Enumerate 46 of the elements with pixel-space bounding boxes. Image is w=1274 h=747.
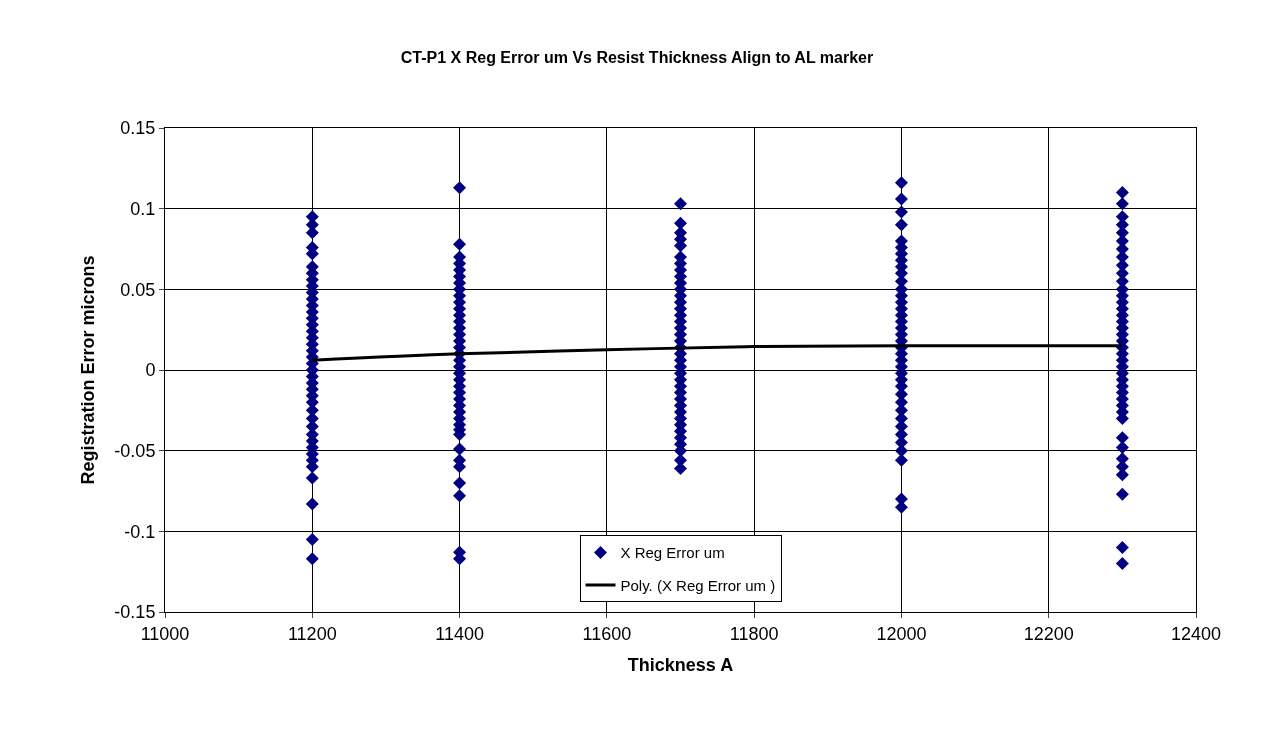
y-tick-label: 0.1 xyxy=(130,198,156,219)
point xyxy=(894,176,908,190)
point xyxy=(453,181,467,195)
y-tick-label: 0 xyxy=(145,360,156,381)
point xyxy=(1115,468,1129,482)
x-tick-label: 12400 xyxy=(1170,623,1222,644)
point xyxy=(453,237,467,251)
x-tick-label: 11000 xyxy=(140,623,190,644)
point xyxy=(453,489,467,503)
x-tick-label: 12000 xyxy=(876,623,927,644)
x-tick-label: 11200 xyxy=(287,623,337,644)
x-tick-label: 11400 xyxy=(435,623,484,644)
point xyxy=(894,444,908,458)
y-tick-label: 0.05 xyxy=(120,279,156,300)
point xyxy=(1115,186,1129,200)
point xyxy=(894,192,908,206)
y-tick-label: -0.1 xyxy=(124,521,156,542)
legend-label: Poly. (X Reg Error um ) xyxy=(620,576,776,594)
point xyxy=(1115,557,1129,571)
point xyxy=(305,497,319,511)
x-tick-label: 12200 xyxy=(1023,623,1074,644)
point xyxy=(674,216,687,230)
y-tick-label: 0.15 xyxy=(120,118,156,139)
point xyxy=(894,453,908,467)
point xyxy=(305,471,319,485)
y-tick-label: -0.15 xyxy=(114,602,156,623)
point xyxy=(305,532,319,546)
point xyxy=(1115,440,1129,454)
point xyxy=(305,552,319,566)
point xyxy=(1115,197,1129,211)
x-tick-label: 11800 xyxy=(729,623,779,644)
point xyxy=(453,476,467,490)
point xyxy=(453,442,467,456)
legend-label: X Reg Error um xyxy=(620,544,725,562)
chart-title: CT-P1 X Reg Error um Vs Resist Thickness Align to AL marker xyxy=(400,49,874,67)
y-tick-label: -0.05 xyxy=(114,440,156,461)
point xyxy=(674,197,687,211)
point xyxy=(894,218,908,232)
point xyxy=(1115,540,1129,554)
y-axis-title: Registration Error microns xyxy=(77,255,98,485)
point xyxy=(1115,431,1129,445)
x-tick-label: 11600 xyxy=(582,623,632,644)
x-axis-title: Thickness A xyxy=(627,654,734,675)
point xyxy=(305,226,319,240)
point xyxy=(894,205,908,219)
point xyxy=(1115,487,1129,501)
